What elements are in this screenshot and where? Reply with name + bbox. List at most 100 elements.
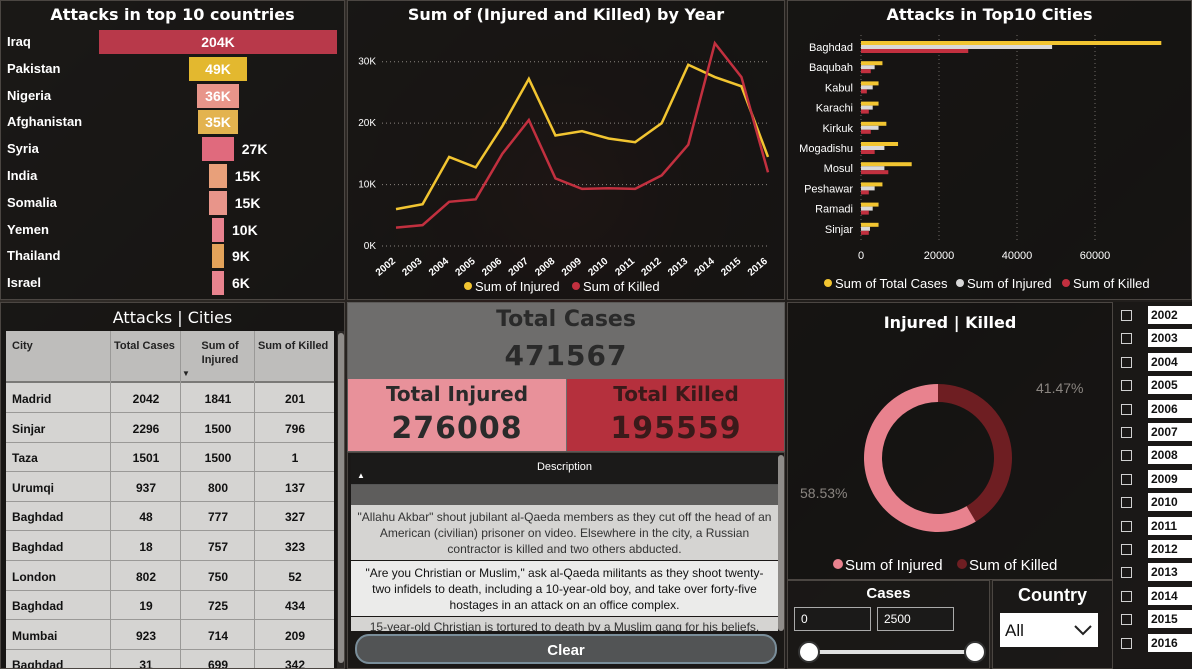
- year-checkbox[interactable]: [1121, 614, 1132, 626]
- cases-slider-min-handle[interactable]: [798, 641, 820, 663]
- year-checkbox[interactable]: [1121, 544, 1132, 555]
- cases-slider-max-handle[interactable]: [964, 641, 986, 663]
- country-label: Syria: [7, 141, 39, 157]
- country-row[interactable]: Israel 6K: [1, 271, 344, 296]
- cities-table[interactable]: City Total Cases Sum of Injured ▼ Sum of…: [6, 331, 334, 669]
- country-row[interactable]: India 15K: [1, 164, 344, 188]
- country-bar[interactable]: [189, 56, 247, 81]
- table-row[interactable]: Baghdad 31 699 342: [6, 649, 334, 669]
- year-checkbox[interactable]: [1121, 450, 1132, 462]
- year-label: 2003: [1148, 329, 1192, 348]
- country-row[interactable]: Afghanistan 35K: [1, 110, 344, 135]
- table-row[interactable]: Baghdad 19 725 434: [6, 590, 334, 621]
- table-cell: Baghdad: [12, 599, 64, 614]
- year-checkbox[interactable]: [1121, 637, 1132, 649]
- city-label: Kirkuk: [822, 123, 853, 135]
- clear-button[interactable]: Clear: [355, 634, 777, 664]
- header-total-cases[interactable]: Total Cases: [114, 340, 175, 352]
- donut-panel: Injured | Killed 41.47% 58.53% Sum of Inju…: [787, 302, 1113, 580]
- year-checkbox[interactable]: [1121, 497, 1132, 509]
- description-header[interactable]: Description ▲: [351, 455, 778, 485]
- year-checkbox[interactable]: [1121, 333, 1132, 345]
- year-filter-item[interactable]: 2012: [1121, 540, 1192, 560]
- country-row[interactable]: Syria 27K: [1, 137, 344, 162]
- country-bar[interactable]: [212, 244, 224, 269]
- year-checkbox[interactable]: [1121, 403, 1132, 415]
- table-row[interactable]: Taza 1501 1500 1: [6, 442, 334, 473]
- year-checkbox[interactable]: [1121, 520, 1132, 532]
- country-bar[interactable]: [212, 271, 224, 296]
- country-row[interactable]: Iraq 204K: [1, 30, 344, 54]
- cases-min-input[interactable]: 0: [794, 607, 871, 631]
- year-filter-item[interactable]: 2003: [1121, 329, 1192, 349]
- year-checkbox[interactable]: [1121, 473, 1132, 485]
- year-checkbox[interactable]: [1121, 567, 1132, 579]
- header-injured[interactable]: Sum of Injured: [201, 340, 239, 366]
- table-scrollbar-thumb[interactable]: [338, 333, 344, 663]
- year-checkbox[interactable]: [1121, 356, 1132, 368]
- country-bar[interactable]: [197, 110, 239, 135]
- cases-max-input[interactable]: 2500: [877, 607, 954, 631]
- legend-marker: [572, 282, 580, 290]
- description-scrollbar[interactable]: [778, 455, 784, 631]
- country-bar[interactable]: [212, 217, 224, 242]
- city-bar: [861, 101, 879, 106]
- table-cell: 937: [135, 480, 157, 495]
- city-bar: [861, 182, 883, 187]
- country-row[interactable]: Yemen 10K: [1, 217, 344, 242]
- year-filter-item[interactable]: 2008: [1121, 446, 1192, 466]
- country-bar[interactable]: [209, 164, 227, 188]
- header-killed[interactable]: Sum of Killed: [258, 340, 329, 352]
- country-bar[interactable]: [202, 137, 234, 162]
- year-filter-item[interactable]: 2005: [1121, 376, 1192, 396]
- table-cell: 48: [139, 510, 153, 525]
- year-filter-item[interactable]: 2014: [1121, 586, 1192, 607]
- year-filter-item[interactable]: 2015: [1121, 610, 1192, 630]
- country-bar[interactable]: [99, 30, 337, 54]
- year-filter-item[interactable]: 2011: [1121, 516, 1192, 537]
- year-label: 2004: [1148, 352, 1192, 371]
- year-filter-item[interactable]: 2013: [1121, 563, 1192, 583]
- year-filter-item[interactable]: 2016: [1121, 633, 1192, 654]
- year-checkbox[interactable]: [1121, 427, 1132, 438]
- year-filter-item[interactable]: 2004: [1121, 352, 1192, 373]
- table-row[interactable]: Baghdad 18 757 323: [6, 531, 334, 561]
- table-row[interactable]: Madrid 2042 1841 201: [6, 383, 334, 413]
- table-row[interactable]: Sinjar 2296 1500 796: [6, 413, 334, 443]
- table-row[interactable]: London 802 750 52: [6, 561, 334, 591]
- year-filter-item[interactable]: 2002: [1121, 306, 1192, 326]
- total-injured-label: Total Injured: [385, 382, 529, 406]
- country-row[interactable]: Somalia 15K: [1, 190, 344, 215]
- cases-slider-track[interactable]: [808, 650, 976, 654]
- sort-desc-icon: ▼: [182, 369, 190, 378]
- table-row[interactable]: Urumqi 937 800 137: [6, 472, 334, 502]
- year-checkbox[interactable]: [1121, 310, 1132, 321]
- table-cell: 699: [207, 658, 229, 669]
- city-bar: [861, 142, 899, 146]
- table-cell: 201: [284, 392, 306, 406]
- city-bar: [861, 41, 1162, 45]
- country-bar[interactable]: [209, 190, 227, 215]
- x-tick-label: 2008: [533, 256, 557, 279]
- country-row[interactable]: Nigeria 36K: [1, 83, 344, 108]
- table-cell: 31: [139, 658, 153, 669]
- country-bar[interactable]: [197, 83, 239, 108]
- year-filter-item[interactable]: 2006: [1121, 399, 1192, 420]
- year-checkbox[interactable]: [1121, 380, 1132, 392]
- table-cell: 209: [284, 628, 306, 643]
- year-filter-item[interactable]: 2010: [1121, 493, 1192, 513]
- year-checkbox[interactable]: [1121, 590, 1132, 602]
- x-tick-label: 2015: [719, 256, 743, 279]
- year-filter-item[interactable]: 2009: [1121, 469, 1192, 490]
- country-row[interactable]: Thailand 9K: [1, 244, 344, 269]
- year-filter-item[interactable]: 2007: [1121, 423, 1192, 443]
- series-line-injured: [395, 63, 770, 211]
- table-row[interactable]: Mumbai 923 714 209: [6, 620, 334, 650]
- cities-panel: Attacks in Top10 Cities 0 20000 40000 60000…: [787, 0, 1192, 300]
- country-row[interactable]: Pakistan 49K: [1, 56, 344, 81]
- countries-title: Attacks in top 10 countries: [50, 5, 295, 24]
- header-city[interactable]: City: [12, 340, 33, 352]
- table-row[interactable]: Baghdad 48 777 327: [6, 501, 334, 532]
- country-dropdown[interactable]: All: [1000, 613, 1098, 647]
- city-bar: [861, 222, 879, 227]
